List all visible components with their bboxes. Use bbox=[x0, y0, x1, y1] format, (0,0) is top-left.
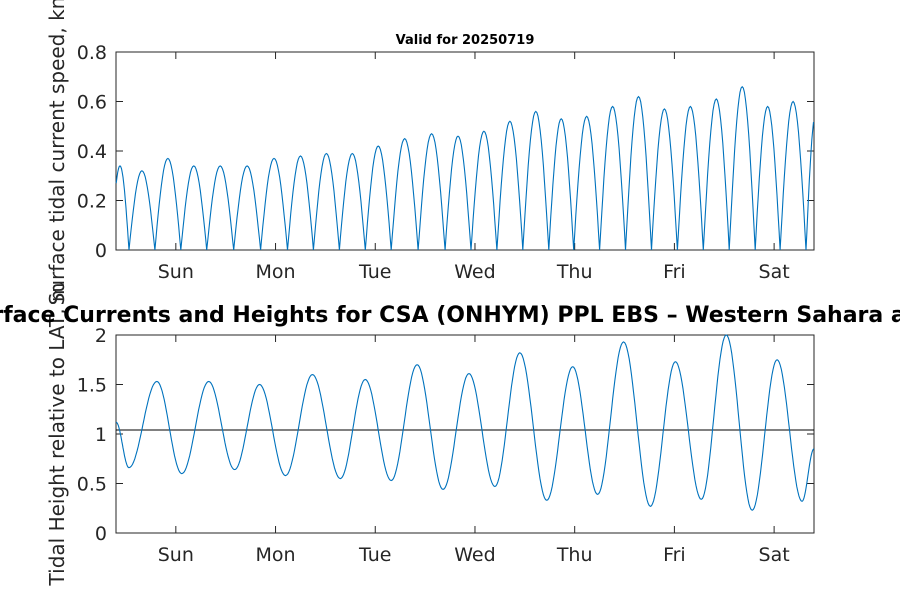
tidal-height-chart: 0 0.5 1 1.5 2 Sun Mon Tue Wed Thu Fri Sat Tidal Heig… bbox=[45, 283, 815, 587]
height-xtick-label: Wed bbox=[454, 544, 495, 566]
speed-axes-box bbox=[115, 51, 815, 251]
height-xtick-label: Sat bbox=[759, 544, 790, 566]
height-xtick-label: Fri bbox=[663, 544, 686, 566]
height-ytick-label: 1 bbox=[95, 424, 107, 446]
speed-xtick-label: Thu bbox=[556, 261, 593, 283]
speed-xtick-label: Sun bbox=[158, 261, 194, 283]
speed-ylabel: Surface tidal current speed, kn bbox=[45, 0, 69, 305]
height-xtick-label: Sun bbox=[158, 544, 194, 566]
main-title: Surface Currents and Heights for CSA (ON… bbox=[0, 303, 900, 328]
speed-series-line bbox=[115, 85, 815, 251]
height-ytick-label: 2 bbox=[95, 325, 107, 347]
height-axes-box bbox=[115, 334, 815, 534]
current-speed-chart: 0 0.2 0.4 0.6 0.8 Sun Mon Tue Wed Thu Fri Sat Surfac… bbox=[45, 0, 815, 305]
speed-ytick-label: 0 bbox=[95, 240, 107, 262]
height-ytick-label: 1.5 bbox=[77, 375, 107, 397]
height-xtick-label: Tue bbox=[358, 544, 391, 566]
valid-date-title: Valid for 20250719 bbox=[396, 33, 535, 48]
speed-xtick-label: Fri bbox=[663, 261, 686, 283]
height-series-line bbox=[115, 334, 815, 511]
height-ytick-label: 0 bbox=[95, 523, 107, 545]
height-xtick-label: Thu bbox=[556, 544, 593, 566]
height-ylabel: Tidal Height relative to LAT, m bbox=[45, 283, 69, 587]
speed-xtick-label: Mon bbox=[256, 261, 296, 283]
speed-xtick-label: Tue bbox=[358, 261, 391, 283]
speed-ytick-label: 0.2 bbox=[77, 191, 107, 213]
speed-ytick-label: 0.6 bbox=[77, 92, 107, 114]
speed-ytick-label: 0.4 bbox=[77, 141, 107, 163]
speed-ytick-label: 0.8 bbox=[77, 42, 107, 64]
height-ytick-label: 0.5 bbox=[77, 474, 107, 496]
speed-xtick-label: Sat bbox=[759, 261, 790, 283]
speed-xtick-label: Wed bbox=[454, 261, 495, 283]
height-xtick-label: Mon bbox=[256, 544, 296, 566]
